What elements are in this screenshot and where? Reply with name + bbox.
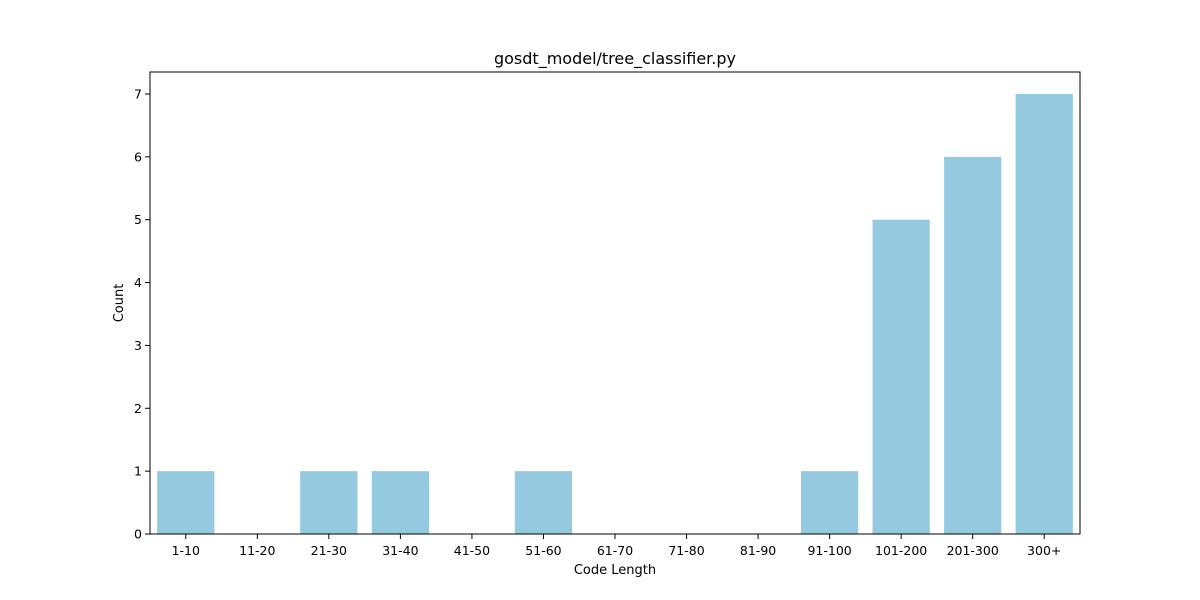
y-tick-label: 4 bbox=[134, 275, 142, 290]
x-tick-label: 71-80 bbox=[668, 543, 704, 558]
y-tick-label: 7 bbox=[134, 87, 142, 102]
y-axis-label: Count bbox=[112, 284, 127, 323]
bar bbox=[801, 471, 859, 534]
x-tick-label: 31-40 bbox=[382, 543, 418, 558]
bar bbox=[157, 471, 215, 534]
plot-frame bbox=[149, 71, 1081, 535]
x-tick-label: 300+ bbox=[1027, 543, 1061, 558]
bar bbox=[371, 471, 429, 534]
x-tick-label: 11-20 bbox=[239, 543, 275, 558]
bar bbox=[300, 471, 358, 534]
y-tick-label: 2 bbox=[134, 401, 142, 416]
x-tick-label: 201-300 bbox=[947, 543, 999, 558]
bar bbox=[1015, 94, 1073, 534]
x-tick-label: 1-10 bbox=[172, 543, 200, 558]
y-tick-label: 1 bbox=[134, 464, 142, 479]
x-tick-label: 21-30 bbox=[311, 543, 347, 558]
y-tick-label: 5 bbox=[134, 212, 142, 227]
x-axis-ticks: 1-10 11-20 21-30 31-40 41-50 51-60 61-70 71-80 8… bbox=[172, 534, 1061, 558]
chart-title: gosdt_model/tree_classifier.py bbox=[494, 49, 736, 69]
x-tick-label: 101-200 bbox=[875, 543, 927, 558]
bars-layer bbox=[157, 94, 1073, 534]
x-axis-label: Code Length bbox=[574, 563, 656, 578]
x-tick-label: 61-70 bbox=[597, 543, 633, 558]
x-tick-label: 91-100 bbox=[807, 543, 851, 558]
y-tick-label: 3 bbox=[134, 338, 142, 353]
x-tick-label: 81-90 bbox=[740, 543, 776, 558]
x-tick-label: 41-50 bbox=[454, 543, 490, 558]
bar bbox=[872, 219, 930, 534]
bar bbox=[944, 156, 1002, 534]
y-tick-label: 6 bbox=[134, 149, 142, 164]
y-axis-ticks: 0 1 2 3 4 5 6 7 bbox=[134, 87, 150, 542]
y-tick-label: 0 bbox=[134, 527, 142, 542]
bar bbox=[514, 471, 573, 534]
x-tick-label: 51-60 bbox=[525, 543, 561, 558]
